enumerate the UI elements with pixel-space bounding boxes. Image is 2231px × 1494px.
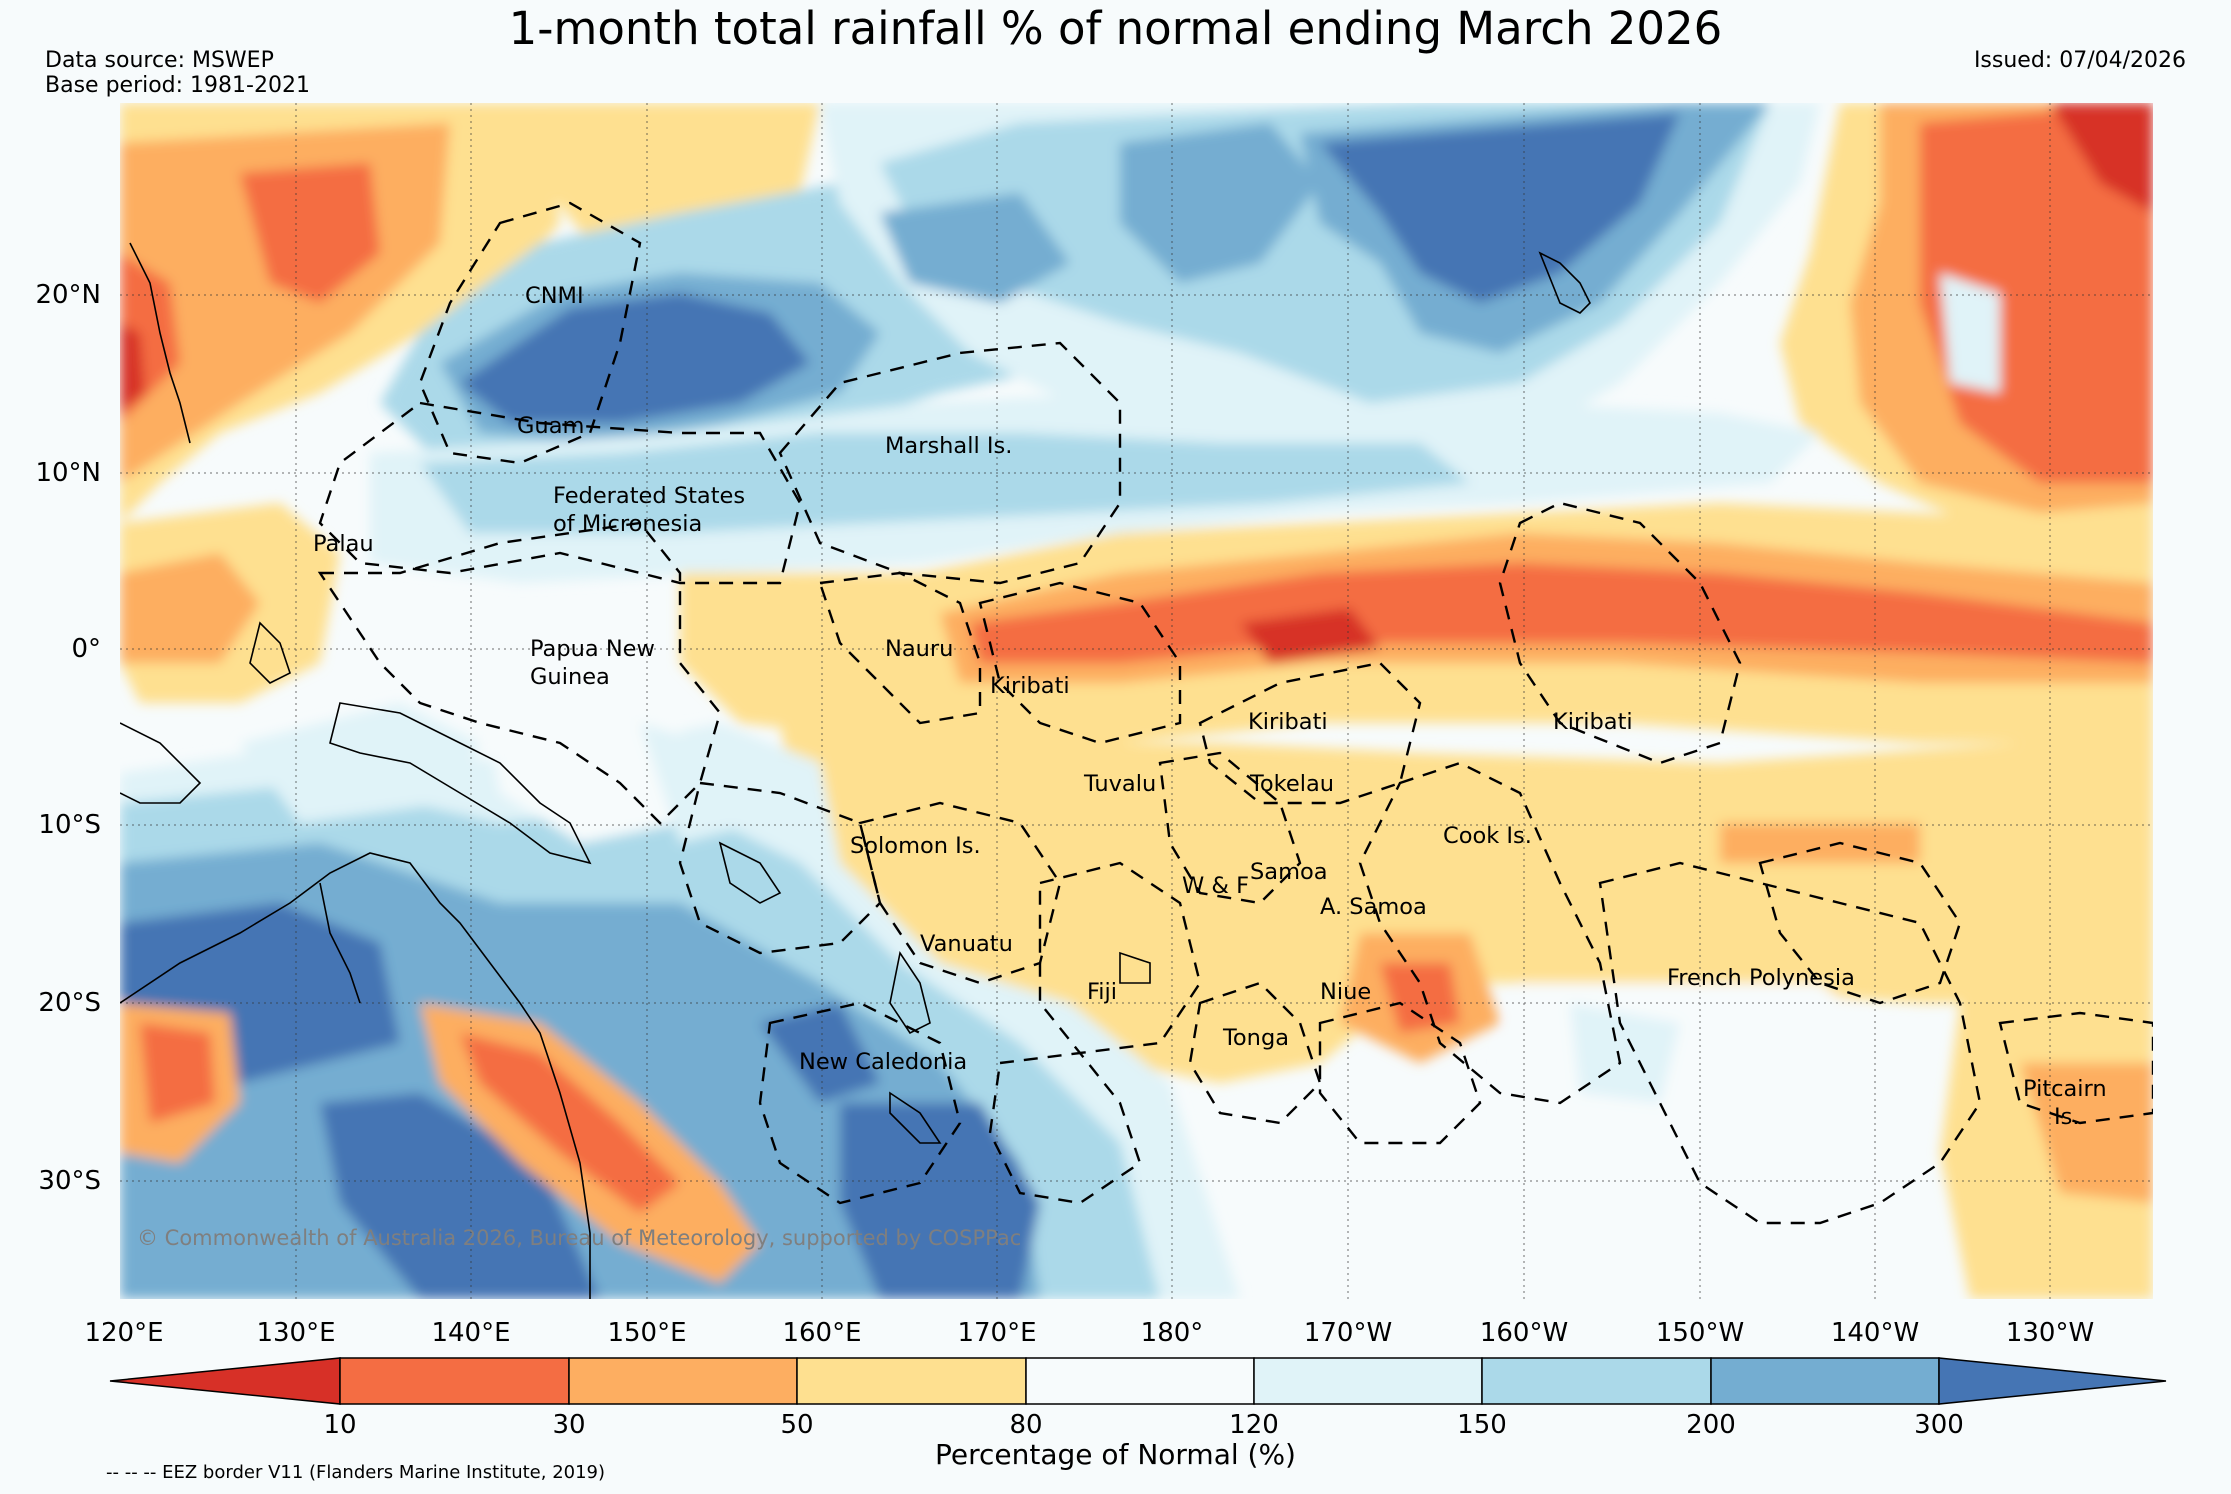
colorbar-title: Percentage of Normal (%) (935, 1438, 1296, 1471)
xtick-150w: 150°W (1655, 1318, 1745, 1348)
label-asamoa: A. Samoa (1320, 894, 1427, 920)
ytick-10n: 10°N (35, 458, 101, 488)
xtick-170w: 170°W (1303, 1318, 1393, 1348)
label-solomon: Solomon Is. (850, 833, 981, 859)
graticule (120, 103, 2153, 1299)
colorbar-seg-2 (568, 1357, 798, 1405)
label-guam: Guam (517, 413, 584, 439)
colorbar-seg-3 (796, 1357, 1027, 1405)
label-cook: Cook Is. (1443, 823, 1532, 849)
fiji-coast (1119, 951, 1151, 984)
label-vanuatu: Vanuatu (920, 931, 1013, 957)
label-kiribati-west: Kiribati (990, 673, 1070, 699)
base-period: Base period: 1981-2021 (45, 73, 310, 98)
label-newcal: New Caledonia (799, 1049, 967, 1075)
ytick-20s: 20°S (38, 988, 101, 1018)
map-title: 1-month total rainfall % of normal endin… (508, 2, 1723, 55)
colorbar-label-80: 80 (1009, 1410, 1043, 1440)
cape-york (319, 882, 361, 1004)
label-fsm-1: Federated States (553, 483, 745, 509)
label-nauru: Nauru (885, 636, 953, 662)
xtick-130w: 130°W (2005, 1318, 2095, 1348)
xtick-120e: 120°E (84, 1318, 164, 1348)
xtick-140e: 140°E (431, 1318, 511, 1348)
label-frpoly: French Polynesia (1667, 965, 1855, 991)
label-palau: Palau (313, 531, 374, 557)
ytick-10s: 10°S (38, 810, 101, 840)
new-guinea-coast (329, 702, 592, 865)
label-niue: Niue (1320, 979, 1371, 1005)
new-caledonia-coast (889, 1091, 942, 1144)
xtick-160e: 160°E (782, 1318, 862, 1348)
label-tokelau: Tokelau (1249, 771, 1334, 797)
colorbar-label-200: 200 (1686, 1410, 1736, 1440)
xtick-130e: 130°E (256, 1318, 336, 1348)
ytick-0: 0° (71, 634, 101, 664)
solomon-coast (718, 841, 782, 904)
xtick-160w: 160°W (1479, 1318, 1569, 1348)
coastlines (120, 242, 1591, 1299)
sulawesi (120, 722, 202, 804)
xtick-170e: 170°E (957, 1318, 1037, 1348)
hawaii-coast (1538, 251, 1591, 314)
colorbar-label-10: 10 (323, 1410, 357, 1440)
rainfall-field (120, 103, 2153, 1299)
vanuatu-coast (889, 950, 931, 1035)
label-tuvalu: Tuvalu (1083, 771, 1156, 797)
label-pitcairn-2: Is. (2054, 1104, 2080, 1130)
label-fiji: Fiji (1087, 979, 1117, 1005)
copyright-credit: © Commonwealth of Australia 2026, Bureau… (137, 1226, 1022, 1250)
place-labels: CNMI Guam Marshall Is. Federated States … (313, 283, 2107, 1130)
xtick-180: 180° (1140, 1318, 1204, 1348)
colorbar-seg-4 (1025, 1357, 1255, 1405)
australia-coast (120, 852, 591, 1299)
label-samoa: Samoa (1250, 859, 1328, 885)
colorbar-label-50: 50 (780, 1410, 814, 1440)
xtick-140w: 140°W (1830, 1318, 1920, 1348)
colorbar-label-120: 120 (1229, 1410, 1279, 1440)
colorbar-seg-8 (1938, 1357, 2167, 1405)
label-tonga: Tonga (1222, 1025, 1289, 1051)
data-source: Data source: MSWEP (45, 48, 274, 73)
label-pitcairn-1: Pitcairn (2023, 1076, 2107, 1102)
label-kiribati-central: Kiribati (1248, 709, 1328, 735)
halmahera (249, 621, 291, 684)
label-fsm-2: of Micronesia (553, 511, 702, 537)
colorbar-label-150: 150 (1457, 1410, 1507, 1440)
label-marshall: Marshall Is. (885, 433, 1012, 459)
eez-borders (317, 201, 2153, 1225)
colorbar-seg-6 (1481, 1357, 1712, 1405)
label-kiribati-east: Kiribati (1553, 709, 1633, 735)
colorbar-label-300: 300 (1914, 1410, 1964, 1440)
colorbar-seg-1 (339, 1357, 570, 1405)
colorbar-label-30: 30 (552, 1410, 586, 1440)
ytick-30s: 30°S (38, 1166, 101, 1196)
xtick-150e: 150°E (607, 1318, 687, 1348)
rainfall-map: CNMI Guam Marshall Is. Federated States … (120, 103, 2153, 1299)
ytick-20n: 20°N (35, 280, 101, 310)
label-png-1: Papua New (530, 636, 655, 662)
label-png-2: Guinea (530, 664, 610, 690)
colorbar (109, 1357, 2167, 1405)
colorbar-seg-7 (1710, 1357, 1940, 1405)
label-cnmi: CNMI (525, 283, 584, 309)
label-wf: W & F (1182, 873, 1249, 899)
issued-date: Issued: 07/04/2026 (1973, 48, 2186, 73)
colorbar-seg-5 (1253, 1357, 1483, 1405)
colorbar-seg-0 (109, 1357, 341, 1405)
eez-legend-note: -- -- -- EEZ border V11 (Flanders Marine… (106, 1462, 606, 1483)
philippines-coast (129, 242, 191, 444)
